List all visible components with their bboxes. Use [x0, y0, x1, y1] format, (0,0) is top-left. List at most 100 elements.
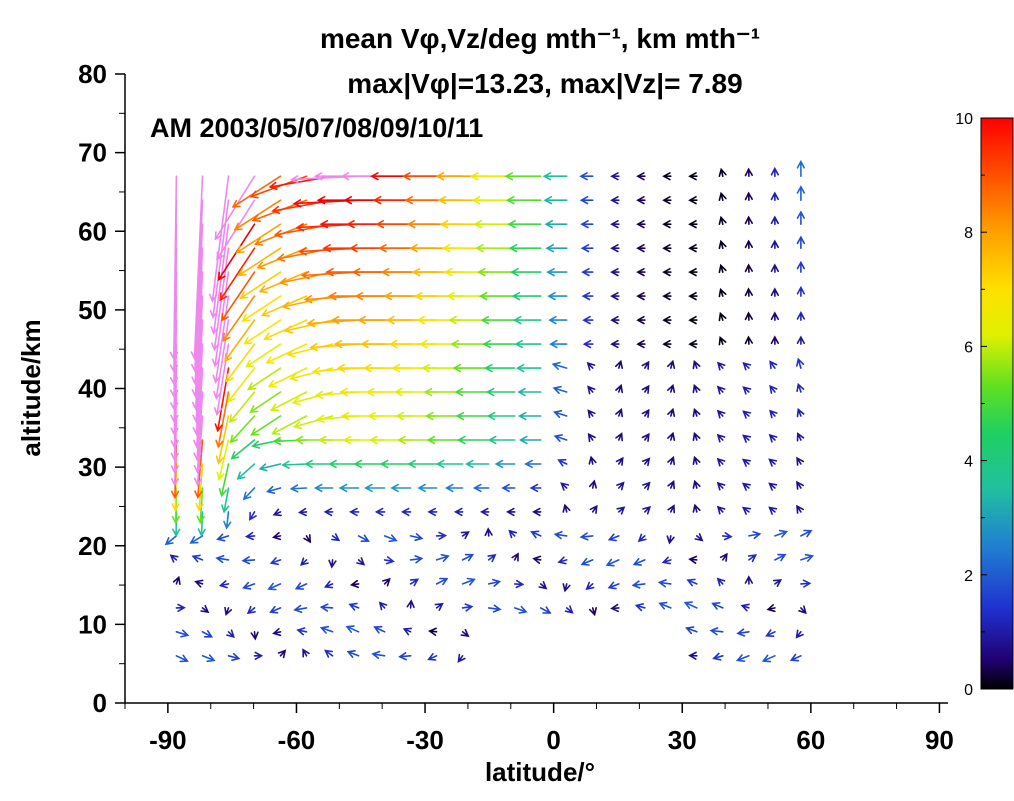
vector-arrow — [557, 458, 568, 467]
vector-arrow — [744, 335, 753, 345]
vector-arrow — [215, 555, 230, 564]
vector-arrow — [192, 271, 204, 411]
vector-arrow — [281, 460, 308, 469]
vector-arrow — [662, 339, 672, 349]
vector-arrow — [378, 601, 388, 611]
vector-arrow — [191, 223, 204, 386]
vector-arrow — [688, 268, 698, 277]
vector-arrow — [169, 175, 178, 361]
vector-arrow — [735, 654, 750, 662]
vector-arrow — [636, 220, 646, 229]
vector-arrow — [345, 625, 360, 633]
vector-arrow — [243, 319, 282, 345]
vector-arrow — [742, 410, 752, 419]
vector-arrow — [409, 533, 424, 542]
vector-arrow — [532, 555, 542, 564]
vector-arrow — [382, 577, 391, 587]
vector-arrow — [250, 415, 282, 436]
vector-arrow — [744, 263, 753, 273]
vector-arrow — [356, 557, 366, 566]
vector-arrow — [744, 287, 753, 297]
vector-arrow — [631, 580, 646, 589]
vector-arrow — [607, 533, 620, 542]
vector-arrow — [487, 604, 502, 613]
vector-arrow — [774, 529, 789, 538]
vector-arrow — [634, 603, 646, 612]
vector-arrow — [220, 271, 256, 322]
vector-arrow — [636, 315, 646, 325]
vector-arrow — [588, 479, 597, 489]
vector-arrow — [435, 531, 448, 540]
vector-arrow — [201, 630, 214, 638]
vector-arrow — [349, 507, 360, 517]
vector-arrow — [504, 172, 542, 181]
vector-arrow — [768, 506, 778, 515]
vector-arrow — [435, 459, 464, 469]
vector-arrow — [508, 244, 542, 253]
vector-arrow — [454, 387, 490, 397]
vector-arrow — [610, 292, 620, 301]
vector-arrow — [506, 507, 516, 517]
vector-arrow — [742, 386, 752, 395]
vector-arrow — [227, 367, 256, 403]
x-tick-label: 30 — [668, 725, 697, 755]
vector-arrow — [796, 382, 805, 393]
vector-arrow — [349, 579, 360, 589]
vector-arrow — [510, 268, 542, 277]
vector-arrow — [692, 503, 701, 513]
y-tick-label: 30 — [78, 452, 107, 482]
vector-arrow — [511, 292, 542, 301]
vector-arrow — [579, 172, 594, 181]
vector-arrow — [694, 533, 704, 542]
vector-arrow — [175, 603, 186, 612]
vector-arrow — [244, 531, 256, 541]
vector-arrow — [353, 459, 386, 469]
vector-arrow — [744, 191, 753, 201]
vector-arrow — [741, 458, 751, 467]
vector-arrow — [192, 319, 204, 436]
vector-arrow — [667, 455, 675, 466]
vector-arrow — [230, 439, 256, 460]
vector-arrow — [212, 295, 230, 384]
vector-arrow — [532, 507, 542, 517]
vector-arrow — [796, 285, 805, 297]
vector-arrow — [383, 556, 395, 565]
vector-arrow — [407, 459, 438, 469]
vector-arrow — [461, 577, 476, 586]
vector-arrow — [688, 555, 698, 564]
vector-arrow — [457, 435, 490, 445]
vector-arrow — [719, 552, 728, 562]
vector-arrow — [249, 511, 257, 521]
vector-arrow — [581, 268, 594, 277]
vector-arrow — [616, 506, 626, 515]
vector-arrow — [607, 581, 620, 590]
vector-arrow — [267, 582, 282, 591]
vector-arrow — [692, 383, 701, 394]
vector-arrow — [223, 511, 232, 530]
vector-arrow — [795, 629, 804, 639]
vector-arrow — [324, 649, 334, 658]
vector-arrow — [501, 483, 516, 493]
vector-arrow — [201, 654, 216, 663]
vector-arrow — [716, 577, 726, 587]
vector-arrow — [379, 459, 412, 469]
vector-arrow — [197, 511, 206, 538]
vector-arrow — [796, 432, 805, 442]
chart-annotation: AM 2003/05/07/08/09/10/11 — [150, 113, 483, 143]
colorbar-tick-label: 10 — [955, 111, 973, 128]
vector-arrow — [267, 367, 308, 388]
vector-arrow — [610, 172, 620, 181]
vector-arrow — [796, 357, 805, 369]
vector-arrow — [390, 483, 412, 493]
x-tick-label: 0 — [546, 725, 560, 755]
vector-arrow — [585, 581, 595, 591]
vector-arrow — [642, 505, 651, 515]
vector-arrow — [296, 627, 308, 636]
vector-arrow — [457, 653, 466, 663]
vector-arrow — [258, 463, 282, 472]
vector-arrow — [494, 459, 516, 469]
vector-arrow — [547, 292, 568, 301]
vector-arrow — [722, 532, 733, 541]
vector-arrow — [742, 434, 752, 443]
vector-arrow — [769, 384, 778, 394]
